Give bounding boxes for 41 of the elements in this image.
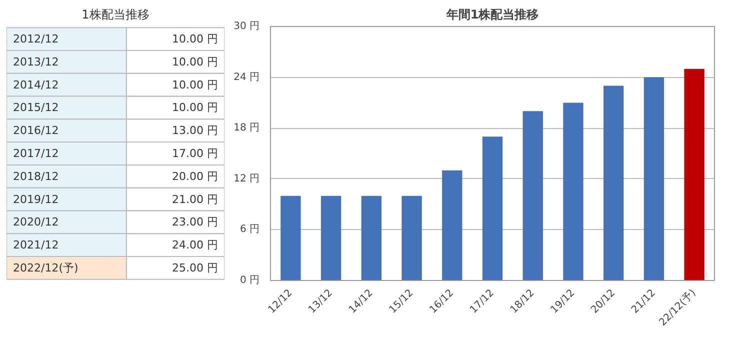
y-tick-label: 6 円 [240, 224, 260, 236]
data-label: 10.00 円 [172, 101, 218, 114]
bar [280, 196, 301, 280]
y-tick-label: 12 円 [234, 173, 260, 184]
data-label: 17.00 円 [172, 147, 218, 160]
category-label: 2013/12 [13, 55, 59, 68]
category-label: 2012/12 [13, 32, 59, 46]
data-label: 20.00 円 [172, 170, 218, 183]
text: 1株配当推移 [82, 8, 150, 22]
data-label: 13.00 円 [172, 124, 218, 138]
bar [522, 111, 543, 280]
y-tick-label: 30 円 [234, 21, 260, 32]
category-label: 2015/12 [13, 101, 59, 114]
y-tick-label: 24 円 [234, 72, 260, 83]
category-label: 2014/12 [13, 78, 59, 92]
data-label: 10.00 円 [172, 78, 218, 92]
bar [684, 68, 704, 280]
bar [604, 86, 624, 280]
data-label: 10.00 円 [172, 32, 218, 46]
y-tick-label: 18 円 [234, 122, 260, 134]
data-label: 10.00 円 [172, 55, 218, 68]
category-label: 2016/12 [13, 124, 59, 138]
category-label: 2022/12(予) [13, 261, 78, 274]
data-label: 23.00 円 [172, 216, 218, 229]
data-label: 21.00 円 [172, 192, 218, 206]
category-label: 2020/12 [13, 216, 59, 229]
category-label: 2021/12 [13, 238, 59, 252]
bar [402, 196, 422, 280]
bar [361, 196, 382, 280]
category-label: 2017/12 [13, 147, 59, 160]
y-tick-label: 0 円 [240, 275, 260, 286]
bar [482, 136, 503, 280]
bar [320, 196, 342, 280]
chart-title: 年間1株配当推移 [445, 8, 539, 22]
data-label: 25.00 円 [172, 261, 218, 274]
category-label: 2019/12 [13, 192, 59, 206]
bar [563, 102, 584, 280]
category-label: 2018/12 [13, 170, 59, 183]
bar [442, 170, 462, 280]
data-label: 24.00 円 [172, 238, 218, 252]
bar [644, 77, 664, 280]
